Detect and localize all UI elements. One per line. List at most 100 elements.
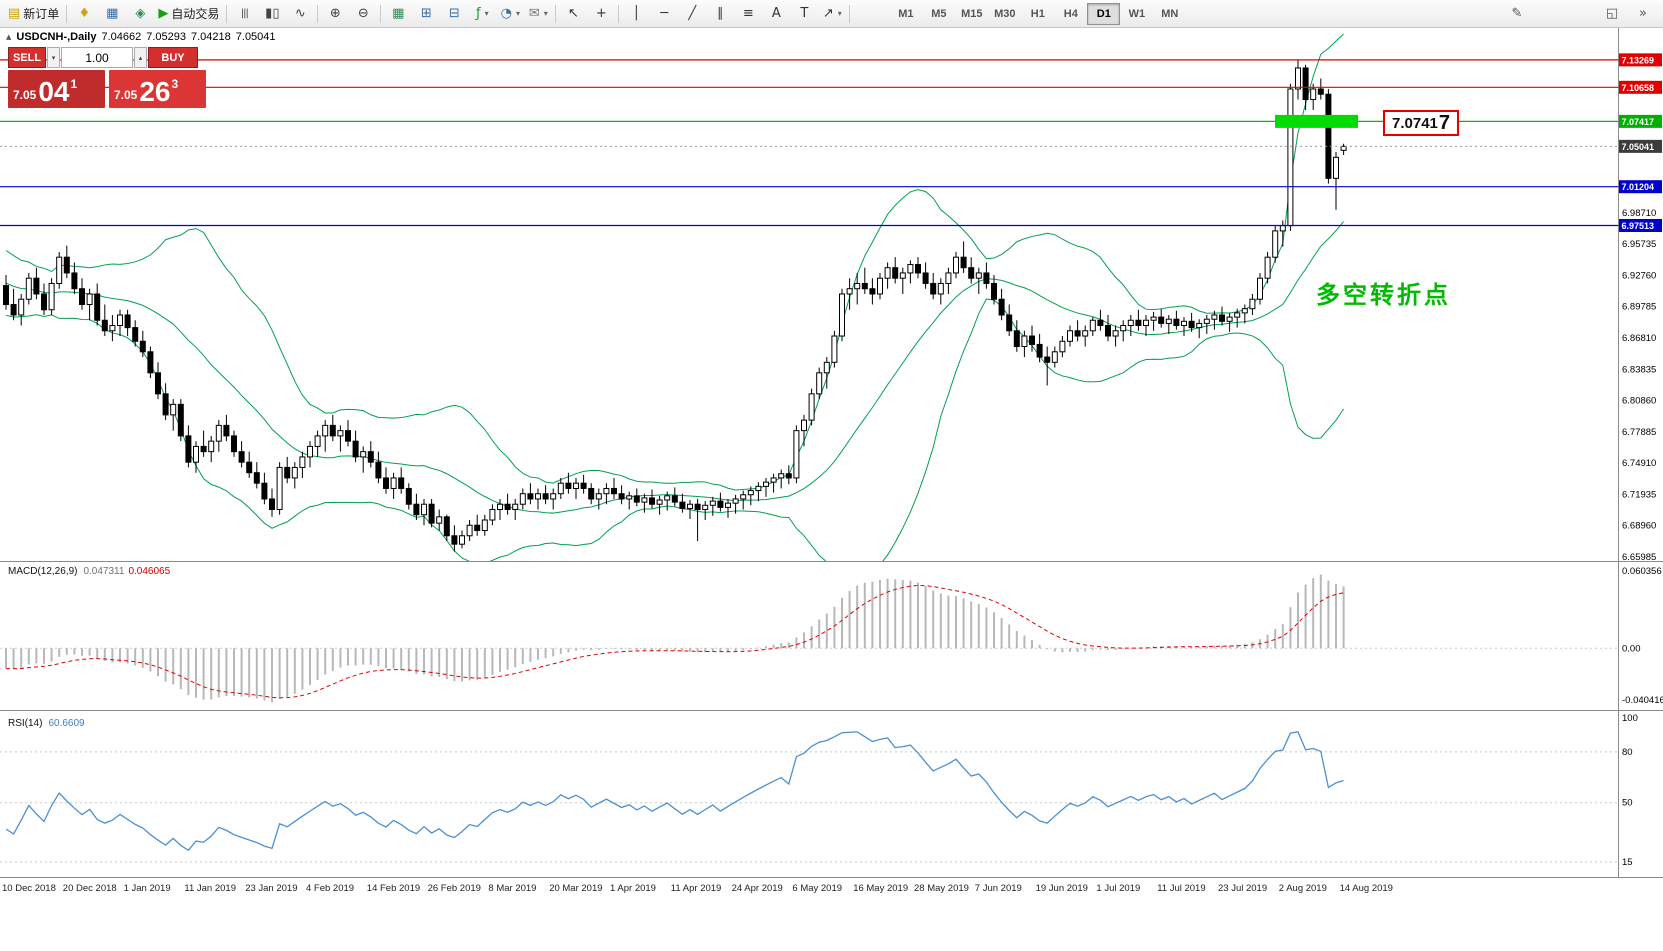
svg-text:1 Jul 2019: 1 Jul 2019: [1096, 883, 1140, 894]
chart-canvas[interactable]: 6.98710 6.95735 6.92760 6.89785 6.86810 6.838…: [0, 28, 1663, 951]
grid-button[interactable]: ▦: [384, 2, 412, 26]
bollinger-lower-band: [5, 298, 1345, 561]
price-tag: [1619, 114, 1662, 128]
crosshair-icon: +: [595, 6, 607, 21]
dropdown-arrow-icon: ▾: [543, 9, 548, 18]
one-click-trading-widget: SELL ▾ ▴ BUY 7.05 04 1 7.05 26 3: [8, 47, 210, 108]
buy-button[interactable]: BUY: [148, 47, 198, 68]
price-tag: [1619, 80, 1662, 94]
price-callout-label[interactable]: 7.0741 7: [1383, 110, 1460, 136]
macd-panel: [0, 574, 1619, 703]
market-watch-icon[interactable]: ♦: [70, 2, 98, 26]
bid-price-small: 7.05: [13, 88, 37, 102]
line-chart-button[interactable]: ∿: [286, 2, 314, 26]
rsi-indicator-label: RSI(14) 60.6609: [8, 718, 85, 729]
svg-text:26 Feb 2019: 26 Feb 2019: [428, 883, 481, 894]
pencil-icon-icon: ✎: [1511, 6, 1523, 21]
svg-text:6.68960: 6.68960: [1622, 521, 1656, 532]
periods-button[interactable]: ◔ ▾: [496, 2, 524, 26]
close-value: 7.05041: [235, 31, 276, 43]
svg-text:6 May 2019: 6 May 2019: [792, 883, 842, 894]
time-axis[interactable]: 10 Dec 2018 20 Dec 2018 1 Jan 2019 11 Jan 2…: [2, 883, 1393, 894]
svg-text:28 May 2019: 28 May 2019: [914, 883, 969, 894]
new-order-button[interactable]: ▤ 新订单: [4, 2, 63, 26]
cascade-windows-button[interactable]: ⊟: [440, 2, 468, 26]
arrows-button[interactable]: ↗ ▾: [818, 2, 846, 26]
timeframe-h4[interactable]: H4: [1063, 7, 1078, 20]
svg-text:6.65985: 6.65985: [1622, 552, 1656, 563]
channel-button[interactable]: ∥: [706, 2, 734, 26]
price-scale[interactable]: 6.98710 6.95735 6.92760 6.89785 6.86810 6.838…: [1619, 53, 1663, 868]
svg-text:6.95735: 6.95735: [1622, 239, 1656, 250]
crosshair-button[interactable]: +: [587, 2, 615, 26]
timeframe-d1[interactable]: D1: [1087, 2, 1121, 25]
ask-price-box[interactable]: 7.05 26 3: [109, 70, 206, 108]
text-button[interactable]: A: [762, 2, 790, 26]
bollinger-middle-band: [5, 221, 1344, 514]
strategy-navigator-icon[interactable]: ◈: [126, 2, 154, 26]
bid-price-box[interactable]: 7.05 04 1: [8, 70, 105, 108]
horizontal-line-button[interactable]: ─: [650, 2, 678, 26]
trendline-icon: ╱: [688, 6, 697, 21]
zoom-out-button[interactable]: ⊖: [349, 2, 377, 26]
timeframe-m30[interactable]: M30: [994, 7, 1016, 20]
pencil-icon[interactable]: ✎: [1503, 2, 1531, 26]
periods-icon: ◔: [500, 6, 512, 21]
chart-annotation-text: 多空转折点: [1316, 281, 1451, 309]
indicators-button[interactable]: ƒ ▾: [468, 2, 496, 26]
timeframe-m15[interactable]: M15: [961, 7, 983, 20]
overflow-icon-icon: »: [1639, 6, 1647, 21]
zoom-in-icon: ⊕: [329, 6, 341, 21]
macd-signal-line: [5, 584, 1344, 699]
candlestick-chart-icon: ▮▯: [265, 6, 280, 21]
toolbar-separator: [618, 4, 620, 23]
timeframe-w1[interactable]: W1: [1128, 7, 1146, 20]
toolbar-separator: [317, 4, 319, 23]
overflow-icon[interactable]: »: [1629, 2, 1657, 26]
trendline-button[interactable]: ╱: [678, 2, 706, 26]
candlestick-chart-button[interactable]: ▮▯: [258, 2, 286, 26]
toolbar-separator: [555, 4, 557, 23]
templates-button[interactable]: ✉ ▾: [524, 2, 552, 26]
volume-increase-button[interactable]: ▴: [134, 47, 147, 68]
window-mode-icon[interactable]: ◱: [1598, 2, 1626, 26]
price-tag: [1619, 139, 1662, 153]
autotrading-button[interactable]: ▶ 自动交易: [154, 2, 223, 26]
new-order-icon: ▤: [8, 6, 21, 21]
bar-chart-button[interactable]: |||: [230, 2, 258, 26]
timeframe-h1[interactable]: H1: [1030, 7, 1045, 20]
main-toolbar: ▤ 新订单 ♦ ▦ ◈ ▶ 自动交易 ||| ▮▯ ∿ ⊕ ⊖ ▦ ⊞ ⊟ ƒ ▾ ◔ ▾ ✉ ▾ ↖ + │ ─ ╱ ∥ ≡ A T ↗ ▾…: [0, 0, 1663, 28]
svg-text:50: 50: [1622, 798, 1633, 809]
data-window-icon[interactable]: ▦: [98, 2, 126, 26]
timeframe-m1[interactable]: M1: [898, 7, 914, 20]
cursor-button[interactable]: ↖: [559, 2, 587, 26]
chart-window[interactable]: 6.98710 6.95735 6.92760 6.89785 6.86810 6.838…: [0, 28, 1663, 951]
zoom-in-button[interactable]: ⊕: [321, 2, 349, 26]
svg-text:1 Apr 2019: 1 Apr 2019: [610, 883, 656, 894]
volume-input[interactable]: [61, 47, 133, 68]
tile-windows-button[interactable]: ⊞: [412, 2, 440, 26]
low-value: 7.04218: [191, 31, 231, 43]
svg-text:14 Aug 2019: 14 Aug 2019: [1340, 883, 1393, 894]
collapse-chart-icon[interactable]: ▲: [6, 33, 12, 41]
volume-decrease-button[interactable]: ▾: [47, 47, 60, 68]
market-watch-icon-icon: ♦: [78, 6, 91, 21]
svg-text:6.98710: 6.98710: [1622, 208, 1656, 219]
svg-text:1 Jan 2019: 1 Jan 2019: [124, 883, 171, 894]
svg-text:2 Aug 2019: 2 Aug 2019: [1279, 883, 1327, 894]
svg-text:6.86810: 6.86810: [1622, 333, 1656, 344]
macd-indicator-label: MACD(12,26,9) 0.047311 0.046065: [8, 566, 170, 577]
text-label-button[interactable]: T: [790, 2, 818, 26]
timeframe-mn[interactable]: MN: [1161, 7, 1179, 20]
svg-text:6.77885: 6.77885: [1622, 427, 1656, 438]
svg-text:8 Mar 2019: 8 Mar 2019: [488, 883, 536, 894]
timeframe-m5[interactable]: M5: [931, 7, 947, 20]
svg-text:10 Dec 2018: 10 Dec 2018: [2, 883, 56, 894]
svg-text:6.83835: 6.83835: [1622, 364, 1656, 375]
svg-text:6.71935: 6.71935: [1622, 489, 1656, 500]
sell-button[interactable]: SELL: [8, 47, 46, 68]
horizontal-line-icon: ─: [660, 6, 669, 21]
vertical-line-button[interactable]: │: [622, 2, 650, 26]
svg-text:6.97513: 6.97513: [1622, 221, 1655, 231]
fibonacci-button[interactable]: ≡: [734, 2, 762, 26]
